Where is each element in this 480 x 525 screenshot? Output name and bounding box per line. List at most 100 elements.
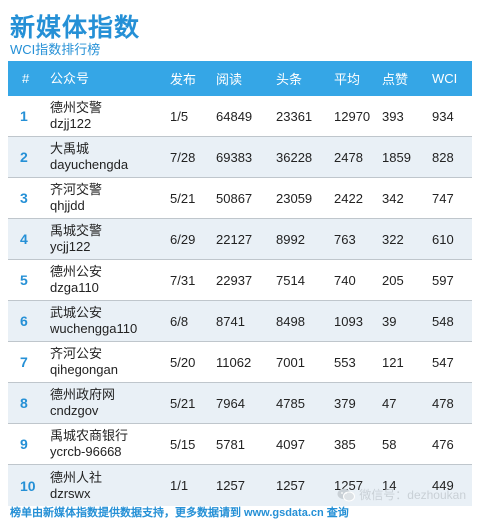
header-account: 公众号 <box>50 70 90 86</box>
row-published: 1/1 <box>170 478 189 493</box>
row-rank: 6 <box>20 313 28 329</box>
row-rank: 3 <box>20 190 28 206</box>
header-average: 平均 <box>334 72 361 87</box>
wechat-icon <box>337 488 356 501</box>
row-likes: 58 <box>382 436 397 452</box>
row-reads: 22937 <box>216 272 253 288</box>
row-likes: 39 <box>382 313 397 329</box>
table-row: 10 德州人社 dzrswx 1/1 1257 1257 1257 14 449 <box>8 465 472 506</box>
ranking-table: # 公众号 发布 阅读 头条 平均 点赞 WCI 1 德州交警 dzjj122 1/5… <box>8 61 472 506</box>
footer-note: 榜单由新媒体指数提供数据支持，更多数据请到 www.gsdata.cn 查询 <box>10 507 349 519</box>
row-published: 6/29 <box>170 231 196 247</box>
row-published: 5/21 <box>170 395 196 411</box>
row-average: 385 <box>334 436 356 452</box>
row-average: 2478 <box>334 149 363 165</box>
table-row: 3 齐河交警 qhjjdd 5/21 50867 23059 2422 342 747 <box>8 178 472 219</box>
row-reads: 7964 <box>216 395 245 411</box>
row-headline: 4785 <box>276 395 305 411</box>
row-rank: 8 <box>20 395 28 411</box>
row-average: 2422 <box>334 190 363 206</box>
row-reads: 22127 <box>216 231 253 247</box>
header-wci: WCI <box>432 71 458 86</box>
row-wci: 547 <box>432 354 454 370</box>
row-average: 763 <box>334 231 356 247</box>
account-name: 德州人社 <box>50 469 103 485</box>
row-reads: 8741 <box>216 313 245 329</box>
account-id: cndzgov <box>50 403 99 418</box>
table-body: 1 德州交警 dzjj122 1/5 64849 23361 12970 393 934 2 大禹城… <box>8 96 472 506</box>
row-headline: 4097 <box>276 436 305 452</box>
row-account: 德州交警 dzjj122 <box>44 100 164 132</box>
account-name: 禹城农商银行 <box>50 428 129 443</box>
watermark-text: 微信号：dezhoukan <box>359 488 466 502</box>
row-reads: 11062 <box>216 354 252 370</box>
row-published: 6/8 <box>170 313 189 329</box>
row-wci: 548 <box>432 313 454 329</box>
row-account: 齐河交警 qhjjdd <box>44 182 164 214</box>
header-reads: 阅读 <box>216 72 243 87</box>
row-average: 553 <box>334 354 356 370</box>
row-account: 德州人社 dzrswx <box>44 470 164 502</box>
row-wci: 934 <box>432 108 454 124</box>
row-wci: 747 <box>432 190 454 206</box>
row-wci: 828 <box>432 149 454 165</box>
table-row: 9 禹城农商银行 ycrcb-96668 5/15 5781 4097 385 58 476 <box>8 424 472 465</box>
row-likes: 205 <box>382 272 404 288</box>
account-name: 齐河公安 <box>50 346 103 361</box>
account-name: 德州交警 <box>50 100 103 115</box>
row-account: 武城公安 wuchengga110 <box>44 305 164 337</box>
row-account: 禹城农商银行 ycrcb-96668 <box>44 428 164 460</box>
row-reads: 5781 <box>216 436 245 452</box>
table-row: 2 大禹城 dayuchengda 7/28 69383 36228 2478 1859 828 <box>8 137 472 178</box>
header-likes: 点赞 <box>382 72 409 87</box>
row-rank: 7 <box>20 354 28 370</box>
row-reads: 50867 <box>216 190 253 206</box>
row-headline: 8992 <box>276 231 305 247</box>
row-rank: 5 <box>20 272 28 288</box>
row-account: 齐河公安 qihegongan <box>44 346 164 378</box>
account-id: dzjj122 <box>50 116 92 131</box>
row-wci: 597 <box>432 272 454 288</box>
row-rank: 9 <box>20 436 28 452</box>
row-wci: 478 <box>432 395 454 411</box>
row-likes: 1859 <box>382 149 411 165</box>
page-subtitle: WCI指数排行榜 <box>10 42 101 57</box>
page-title: 新媒体指数 <box>10 14 141 42</box>
row-published: 5/20 <box>170 354 196 370</box>
table-row: 4 禹城交警 ycjj122 6/29 22127 8992 763 322 610 <box>8 219 472 260</box>
row-account: 德州公安 dzga110 <box>44 264 164 296</box>
row-wci: 449 <box>432 478 454 493</box>
row-headline: 8498 <box>276 313 305 329</box>
table-row: 5 德州公安 dzga110 7/31 22937 7514 740 205 597 <box>8 260 472 301</box>
row-published: 7/31 <box>170 272 196 288</box>
row-account: 德州政府网 cndzgov <box>44 387 164 419</box>
row-average: 1093 <box>334 313 363 329</box>
row-wci: 476 <box>432 436 454 452</box>
row-rank: 1 <box>20 108 28 124</box>
watermark: 微信号：dezhoukan <box>337 486 466 503</box>
row-published: 5/21 <box>170 190 196 206</box>
row-likes: 47 <box>382 395 397 411</box>
account-id: qhjjdd <box>50 198 85 213</box>
row-likes: 14 <box>382 478 397 493</box>
row-reads: 1257 <box>216 478 245 493</box>
account-name: 齐河交警 <box>50 182 103 197</box>
row-likes: 121 <box>382 354 404 370</box>
row-average: 12970 <box>334 108 371 124</box>
row-headline: 36228 <box>276 149 313 165</box>
account-id: ycrcb-96668 <box>50 444 122 459</box>
table-row: 6 武城公安 wuchengga110 6/8 8741 8498 1093 39 548 <box>8 301 472 342</box>
row-average: 740 <box>334 272 356 288</box>
row-reads: 64849 <box>216 108 253 124</box>
account-name: 禹城交警 <box>50 223 103 238</box>
table-row: 1 德州交警 dzjj122 1/5 64849 23361 12970 393 934 <box>8 96 472 137</box>
row-likes: 322 <box>382 231 404 247</box>
table-header: # 公众号 发布 阅读 头条 平均 点赞 WCI <box>8 61 472 96</box>
row-headline: 7001 <box>276 354 305 370</box>
table-row: 8 德州政府网 cndzgov 5/21 7964 4785 379 47 478 <box>8 383 472 424</box>
account-id: dzrswx <box>50 485 91 501</box>
account-name: 德州政府网 <box>50 387 116 402</box>
account-name: 武城公安 <box>50 305 103 320</box>
header-published: 发布 <box>170 72 197 87</box>
row-headline: 1257 <box>276 478 305 493</box>
